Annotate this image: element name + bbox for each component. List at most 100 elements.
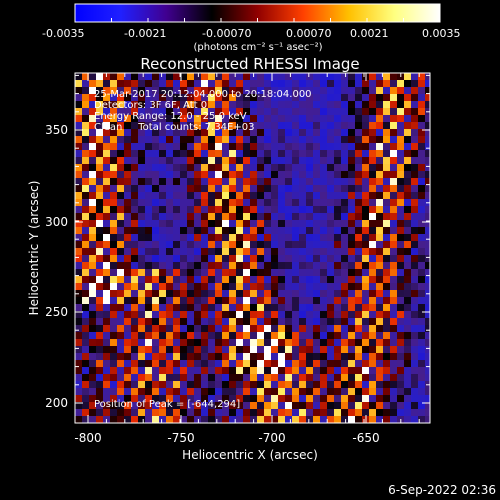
heatmap-cell bbox=[208, 332, 215, 339]
heatmap-cell bbox=[362, 409, 369, 416]
heatmap-cell bbox=[117, 255, 124, 262]
heatmap-cell bbox=[327, 122, 334, 129]
heatmap-cell bbox=[292, 402, 299, 409]
heatmap-cell bbox=[208, 318, 215, 325]
heatmap-cell bbox=[229, 164, 236, 171]
heatmap-cell bbox=[313, 87, 320, 94]
heatmap-cell bbox=[117, 192, 124, 199]
heatmap-cell bbox=[327, 178, 334, 185]
heatmap-cell bbox=[418, 304, 425, 311]
heatmap-cell bbox=[145, 227, 152, 234]
heatmap-cell bbox=[138, 248, 145, 255]
heatmap-cell bbox=[411, 381, 418, 388]
heatmap-cell bbox=[411, 332, 418, 339]
heatmap-cell bbox=[166, 199, 173, 206]
heatmap-cell bbox=[145, 339, 152, 346]
heatmap-cell bbox=[187, 283, 194, 290]
heatmap-cell bbox=[138, 381, 145, 388]
heatmap-cell bbox=[145, 346, 152, 353]
heatmap-cell bbox=[306, 80, 313, 87]
heatmap-cell bbox=[229, 409, 236, 416]
heatmap-cell bbox=[278, 304, 285, 311]
heatmap-cell bbox=[320, 248, 327, 255]
heatmap-cell bbox=[397, 122, 404, 129]
heatmap-cell bbox=[180, 304, 187, 311]
heatmap-cell bbox=[173, 227, 180, 234]
heatmap-cell bbox=[292, 325, 299, 332]
heatmap-cell bbox=[194, 332, 201, 339]
heatmap-cell bbox=[250, 402, 257, 409]
heatmap-cell bbox=[418, 192, 425, 199]
heatmap-cell bbox=[152, 87, 159, 94]
heatmap-cell bbox=[89, 248, 96, 255]
heatmap-cell bbox=[383, 220, 390, 227]
heatmap-cell bbox=[355, 332, 362, 339]
heatmap-cell bbox=[397, 395, 404, 402]
x-axis-label: Heliocentric X (arcsec) bbox=[182, 448, 318, 462]
heatmap-cell bbox=[229, 94, 236, 101]
heatmap-cell bbox=[313, 150, 320, 157]
heatmap-cell bbox=[222, 374, 229, 381]
heatmap-cell bbox=[222, 297, 229, 304]
heatmap-cell bbox=[425, 402, 430, 409]
heatmap-cell bbox=[215, 304, 222, 311]
heatmap-cell bbox=[271, 276, 278, 283]
info-line-date: 25-Mar-2017 20:12:04.000 to 20:18:04.000 bbox=[94, 89, 312, 100]
heatmap-cell bbox=[166, 101, 173, 108]
heatmap-cell bbox=[397, 199, 404, 206]
heatmap-cell bbox=[376, 360, 383, 367]
heatmap-cell bbox=[348, 416, 355, 423]
heatmap-cell bbox=[425, 283, 430, 290]
heatmap-cell bbox=[320, 136, 327, 143]
heatmap-cell bbox=[313, 402, 320, 409]
heatmap-cell bbox=[96, 150, 103, 157]
heatmap-cell bbox=[229, 416, 236, 423]
heatmap-cell bbox=[152, 262, 159, 269]
heatmap-cell bbox=[404, 381, 411, 388]
heatmap-cell bbox=[376, 332, 383, 339]
heatmap-cell bbox=[285, 367, 292, 374]
heatmap-cell bbox=[243, 87, 250, 94]
heatmap-cell bbox=[313, 360, 320, 367]
heatmap-cell bbox=[89, 374, 96, 381]
heatmap-cell bbox=[208, 178, 215, 185]
heatmap-cell bbox=[159, 241, 166, 248]
heatmap-cell bbox=[243, 339, 250, 346]
heatmap-cell bbox=[348, 297, 355, 304]
heatmap-cell bbox=[306, 367, 313, 374]
heatmap-cell bbox=[243, 185, 250, 192]
heatmap-cell bbox=[124, 115, 131, 122]
heatmap-cell bbox=[236, 255, 243, 262]
heatmap-cell bbox=[96, 304, 103, 311]
heatmap-cell bbox=[117, 262, 124, 269]
heatmap-cell bbox=[110, 73, 117, 80]
heatmap-cell bbox=[180, 367, 187, 374]
heatmap-cell bbox=[369, 213, 376, 220]
heatmap-cell bbox=[250, 374, 257, 381]
heatmap-cell bbox=[271, 227, 278, 234]
heatmap-cell bbox=[194, 297, 201, 304]
heatmap-cell bbox=[124, 80, 131, 87]
heatmap-cell bbox=[383, 374, 390, 381]
heatmap-cell bbox=[341, 185, 348, 192]
heatmap-cell bbox=[208, 73, 215, 80]
heatmap-cell bbox=[292, 87, 299, 94]
heatmap-cell bbox=[250, 143, 257, 150]
heatmap-cell bbox=[236, 269, 243, 276]
heatmap-cell bbox=[180, 269, 187, 276]
heatmap-cell bbox=[250, 94, 257, 101]
heatmap-cell bbox=[369, 87, 376, 94]
heatmap-cell bbox=[341, 353, 348, 360]
heatmap-cell bbox=[376, 157, 383, 164]
heatmap-cell bbox=[194, 367, 201, 374]
heatmap-cell bbox=[341, 360, 348, 367]
heatmap-cell bbox=[257, 262, 264, 269]
heatmap-cell bbox=[145, 101, 152, 108]
heatmap-cell bbox=[145, 206, 152, 213]
heatmap-cell bbox=[383, 416, 390, 423]
heatmap-cell bbox=[229, 290, 236, 297]
heatmap-cell bbox=[215, 185, 222, 192]
heatmap-cell bbox=[236, 374, 243, 381]
heatmap-cell bbox=[103, 234, 110, 241]
heatmap-cell bbox=[89, 108, 96, 115]
